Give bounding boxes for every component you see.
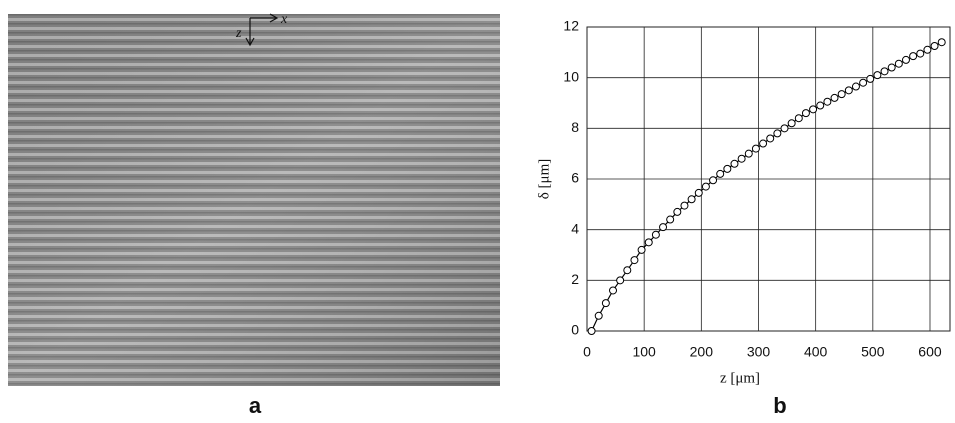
photo-panel: z x a — [8, 12, 500, 418]
x-axis-label: z [μm] — [720, 370, 760, 386]
data-point — [880, 67, 889, 76]
data-point — [730, 159, 739, 168]
data-point — [751, 144, 760, 153]
x-tick-label: 200 — [690, 344, 714, 360]
y-tick-label: 6 — [571, 170, 579, 186]
data-point — [916, 49, 925, 58]
y-tick-label: 12 — [563, 18, 579, 34]
data-point — [594, 311, 603, 320]
data-point — [894, 59, 903, 68]
data-point — [616, 276, 625, 285]
data-point — [909, 52, 918, 61]
data-point — [837, 90, 846, 99]
x-tick-label: 0 — [583, 344, 591, 360]
data-point — [866, 74, 875, 83]
data-point — [809, 105, 818, 114]
data-point — [723, 164, 732, 173]
data-point — [844, 86, 853, 95]
data-point — [630, 256, 639, 265]
data-point — [744, 149, 753, 158]
data-point — [609, 286, 618, 295]
y-axis-label: δ [μm] — [536, 159, 552, 200]
data-point — [587, 327, 596, 335]
data-point — [794, 114, 803, 123]
data-point — [694, 188, 703, 197]
data-point — [637, 245, 646, 254]
data-point — [801, 109, 810, 118]
data-point — [823, 97, 832, 106]
data-point — [816, 101, 825, 110]
data-point — [787, 119, 796, 128]
x-tick-label: 400 — [804, 344, 828, 360]
data-point — [830, 93, 839, 102]
data-point — [673, 207, 682, 216]
image-shading — [8, 14, 500, 386]
data-point — [687, 195, 696, 204]
panel-label: b — [773, 393, 786, 418]
data-point — [766, 134, 775, 143]
y-tick-label: 0 — [571, 322, 579, 338]
y-tick-label: 8 — [571, 119, 579, 135]
data-point — [901, 55, 910, 64]
data-point — [716, 169, 725, 178]
data-point — [930, 42, 939, 50]
plot-frame — [586, 26, 951, 332]
data-point — [709, 176, 718, 185]
image-axis-label: x — [280, 12, 288, 27]
data-point — [887, 63, 896, 72]
data-point — [873, 71, 882, 80]
z-arrowhead — [245, 37, 255, 47]
data-point — [666, 215, 675, 224]
x-tick-label: 100 — [632, 344, 656, 360]
y-tick-label: 4 — [571, 220, 579, 236]
panel-label: a — [249, 393, 262, 418]
data-point — [859, 78, 868, 87]
x-tick-label: 500 — [861, 344, 885, 360]
data-point — [937, 38, 946, 47]
data-point — [923, 45, 932, 54]
x-tick-label: 600 — [918, 344, 942, 360]
data-point — [644, 238, 653, 247]
x-tick-label: 300 — [747, 344, 771, 360]
y-tick-label: 10 — [563, 68, 579, 84]
data-point — [651, 230, 660, 239]
data-point — [773, 129, 782, 138]
data-point — [737, 154, 746, 163]
image-axis-label: z — [235, 26, 242, 41]
y-tick-label: 2 — [571, 271, 579, 287]
data-point — [680, 201, 689, 210]
data-point — [701, 182, 710, 191]
data-point — [659, 223, 668, 232]
data-point — [851, 82, 860, 91]
data-point — [601, 299, 610, 308]
data-point — [623, 266, 632, 275]
data-point — [759, 139, 768, 148]
data-point — [780, 124, 789, 133]
x-arrowhead — [269, 13, 279, 23]
